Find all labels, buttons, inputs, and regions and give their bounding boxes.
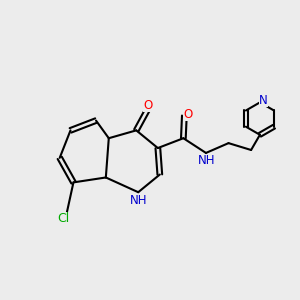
Text: NH: NH xyxy=(130,194,147,207)
Text: Cl: Cl xyxy=(58,212,70,225)
Text: N: N xyxy=(259,94,268,107)
Text: NH: NH xyxy=(198,154,215,167)
Text: O: O xyxy=(143,99,153,112)
Text: O: O xyxy=(183,108,193,121)
